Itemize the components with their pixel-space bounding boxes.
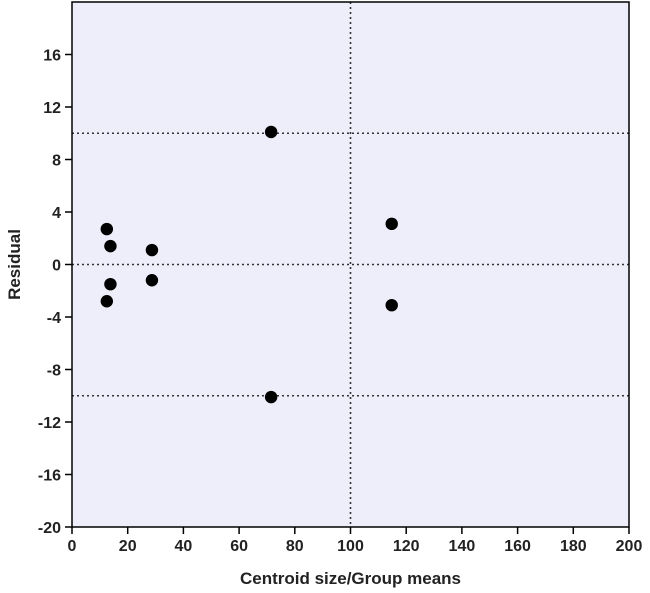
data-point	[100, 222, 114, 236]
x-tick-label: 200	[616, 538, 643, 555]
data-point	[100, 295, 114, 308]
x-tick-label: 20	[119, 538, 137, 555]
y-tick-label: 12	[43, 100, 61, 117]
x-tick-label: 60	[230, 538, 248, 555]
y-tick-label: -12	[38, 415, 61, 432]
data-point	[264, 125, 278, 139]
x-tick-label: 180	[560, 538, 587, 555]
x-tick-label: 0	[68, 538, 77, 555]
y-tick-label: -20	[38, 520, 61, 537]
y-tick-label: 0	[52, 258, 61, 275]
data-point	[385, 298, 398, 312]
x-tick-label: 40	[175, 538, 193, 555]
y-tick-label: -16	[38, 468, 61, 485]
x-tick-label: 140	[449, 538, 476, 555]
x-axis: 0 20 40 60 80 100 120 140 160 180 200	[68, 527, 643, 555]
y-axis-title: Residual	[5, 229, 24, 300]
data-point	[145, 274, 159, 287]
data-point	[385, 217, 398, 231]
plot-area	[72, 2, 629, 527]
data-point	[145, 243, 159, 257]
x-axis-title: Centroid size/Group means	[240, 569, 461, 588]
y-tick-label: 8	[52, 153, 61, 170]
y-tick-label: -4	[47, 310, 61, 327]
data-point	[264, 390, 278, 404]
data-point	[104, 239, 117, 253]
data-point	[104, 277, 117, 291]
x-tick-label: 80	[286, 538, 304, 555]
y-tick-label: 4	[52, 205, 61, 222]
data-points	[100, 125, 398, 404]
y-axis: -20 -16 -12 -8 -4 0 4 8 12 16	[38, 48, 72, 537]
x-tick-label: 160	[504, 538, 531, 555]
x-tick-label: 120	[393, 538, 420, 555]
x-tick-label: 100	[337, 538, 364, 555]
y-tick-label: 16	[43, 48, 61, 65]
y-tick-label: -8	[47, 363, 61, 380]
